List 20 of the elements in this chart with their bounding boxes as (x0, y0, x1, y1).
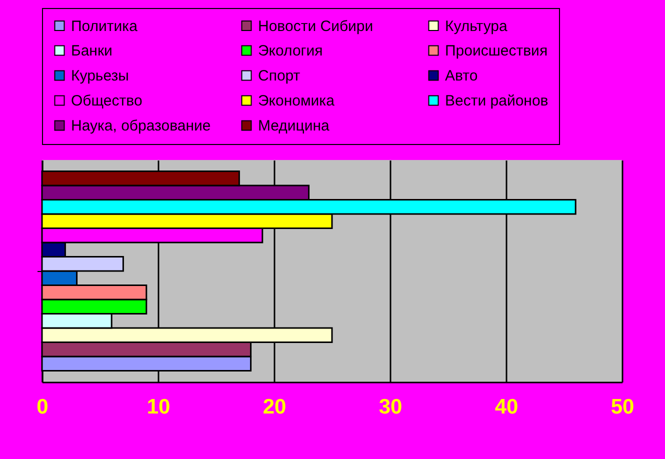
legend-label: Новости Сибири (258, 18, 374, 35)
x-tick-label: 0 (36, 396, 48, 418)
legend-label: Наука, образование (71, 118, 211, 134)
legend-label: Курьезы (71, 68, 129, 84)
legend-label: Общество (71, 92, 142, 110)
legend-label: Политика (71, 18, 138, 35)
legend-label: Медицина (258, 118, 330, 134)
legend-label: Происшествия (445, 42, 548, 60)
legend-label: Авто (445, 68, 478, 84)
legend-label: Экология (258, 42, 323, 60)
legend-label: Экономика (258, 92, 336, 110)
x-tick-label: 30 (378, 396, 402, 418)
x-tick-label: 40 (494, 396, 518, 418)
legend-label: Спорт (258, 68, 300, 84)
legend-label: Культура (445, 18, 508, 35)
x-tick-label: 50 (610, 396, 634, 418)
legend-label: Вести районов (445, 92, 548, 110)
legend-label: Банки (71, 42, 112, 60)
x-tick-label: 10 (146, 396, 170, 418)
x-tick-label: 20 (262, 396, 286, 418)
